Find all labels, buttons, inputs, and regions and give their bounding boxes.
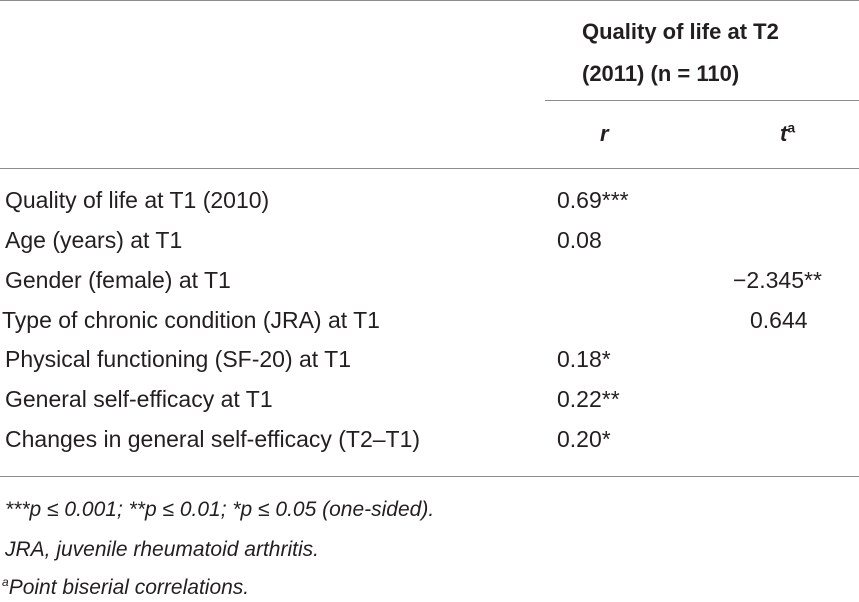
row-r-value: 0.20* [557, 426, 611, 452]
row-t-value: 0.644 [750, 307, 808, 333]
row-r-value: 0.08 [557, 227, 602, 253]
group-header-rule [545, 100, 859, 101]
header-bottom-rule [0, 168, 859, 169]
column-header-t-label: t [780, 121, 788, 146]
row-label: Gender (female) at T1 [5, 267, 231, 293]
row-label: General self-efficacy at T1 [5, 386, 273, 412]
row-r-value: 0.69*** [557, 187, 629, 213]
body-bottom-rule [0, 476, 859, 477]
row-t-value: −2.345** [733, 267, 822, 293]
row-label: Age (years) at T1 [5, 227, 183, 253]
column-header-t-superscript: a [787, 119, 796, 136]
footnote-point-biserial: aPoint biserial correlations. [2, 574, 249, 602]
row-r-value: 0.22** [557, 386, 620, 412]
group-title-line1: Quality of life at T2 [582, 19, 779, 44]
top-rule [0, 0, 859, 1]
row-label: Changes in general self-efficacy (T2–T1) [5, 426, 421, 452]
footnote-point-biserial-text: Point biserial correlations. [8, 576, 250, 599]
row-label: Type of chronic condition (JRA) at T1 [2, 307, 380, 333]
footnote-marker: a [2, 575, 9, 589]
row-label: Physical functioning (SF-20) at T1 [5, 346, 352, 372]
footnote-abbreviation: JRA, juvenile rheumatoid arthritis. [5, 538, 319, 561]
column-header-r: r [600, 121, 609, 146]
group-title-line2: (2011) (n = 110) [582, 61, 740, 86]
footnote-significance: ***p ≤ 0.001; **p ≤ 0.01; *p ≤ 0.05 (one… [5, 498, 435, 521]
row-r-value: 0.18* [557, 346, 611, 372]
row-label: Quality of life at T1 (2010) [5, 187, 270, 213]
column-header-t: ta [780, 120, 795, 148]
